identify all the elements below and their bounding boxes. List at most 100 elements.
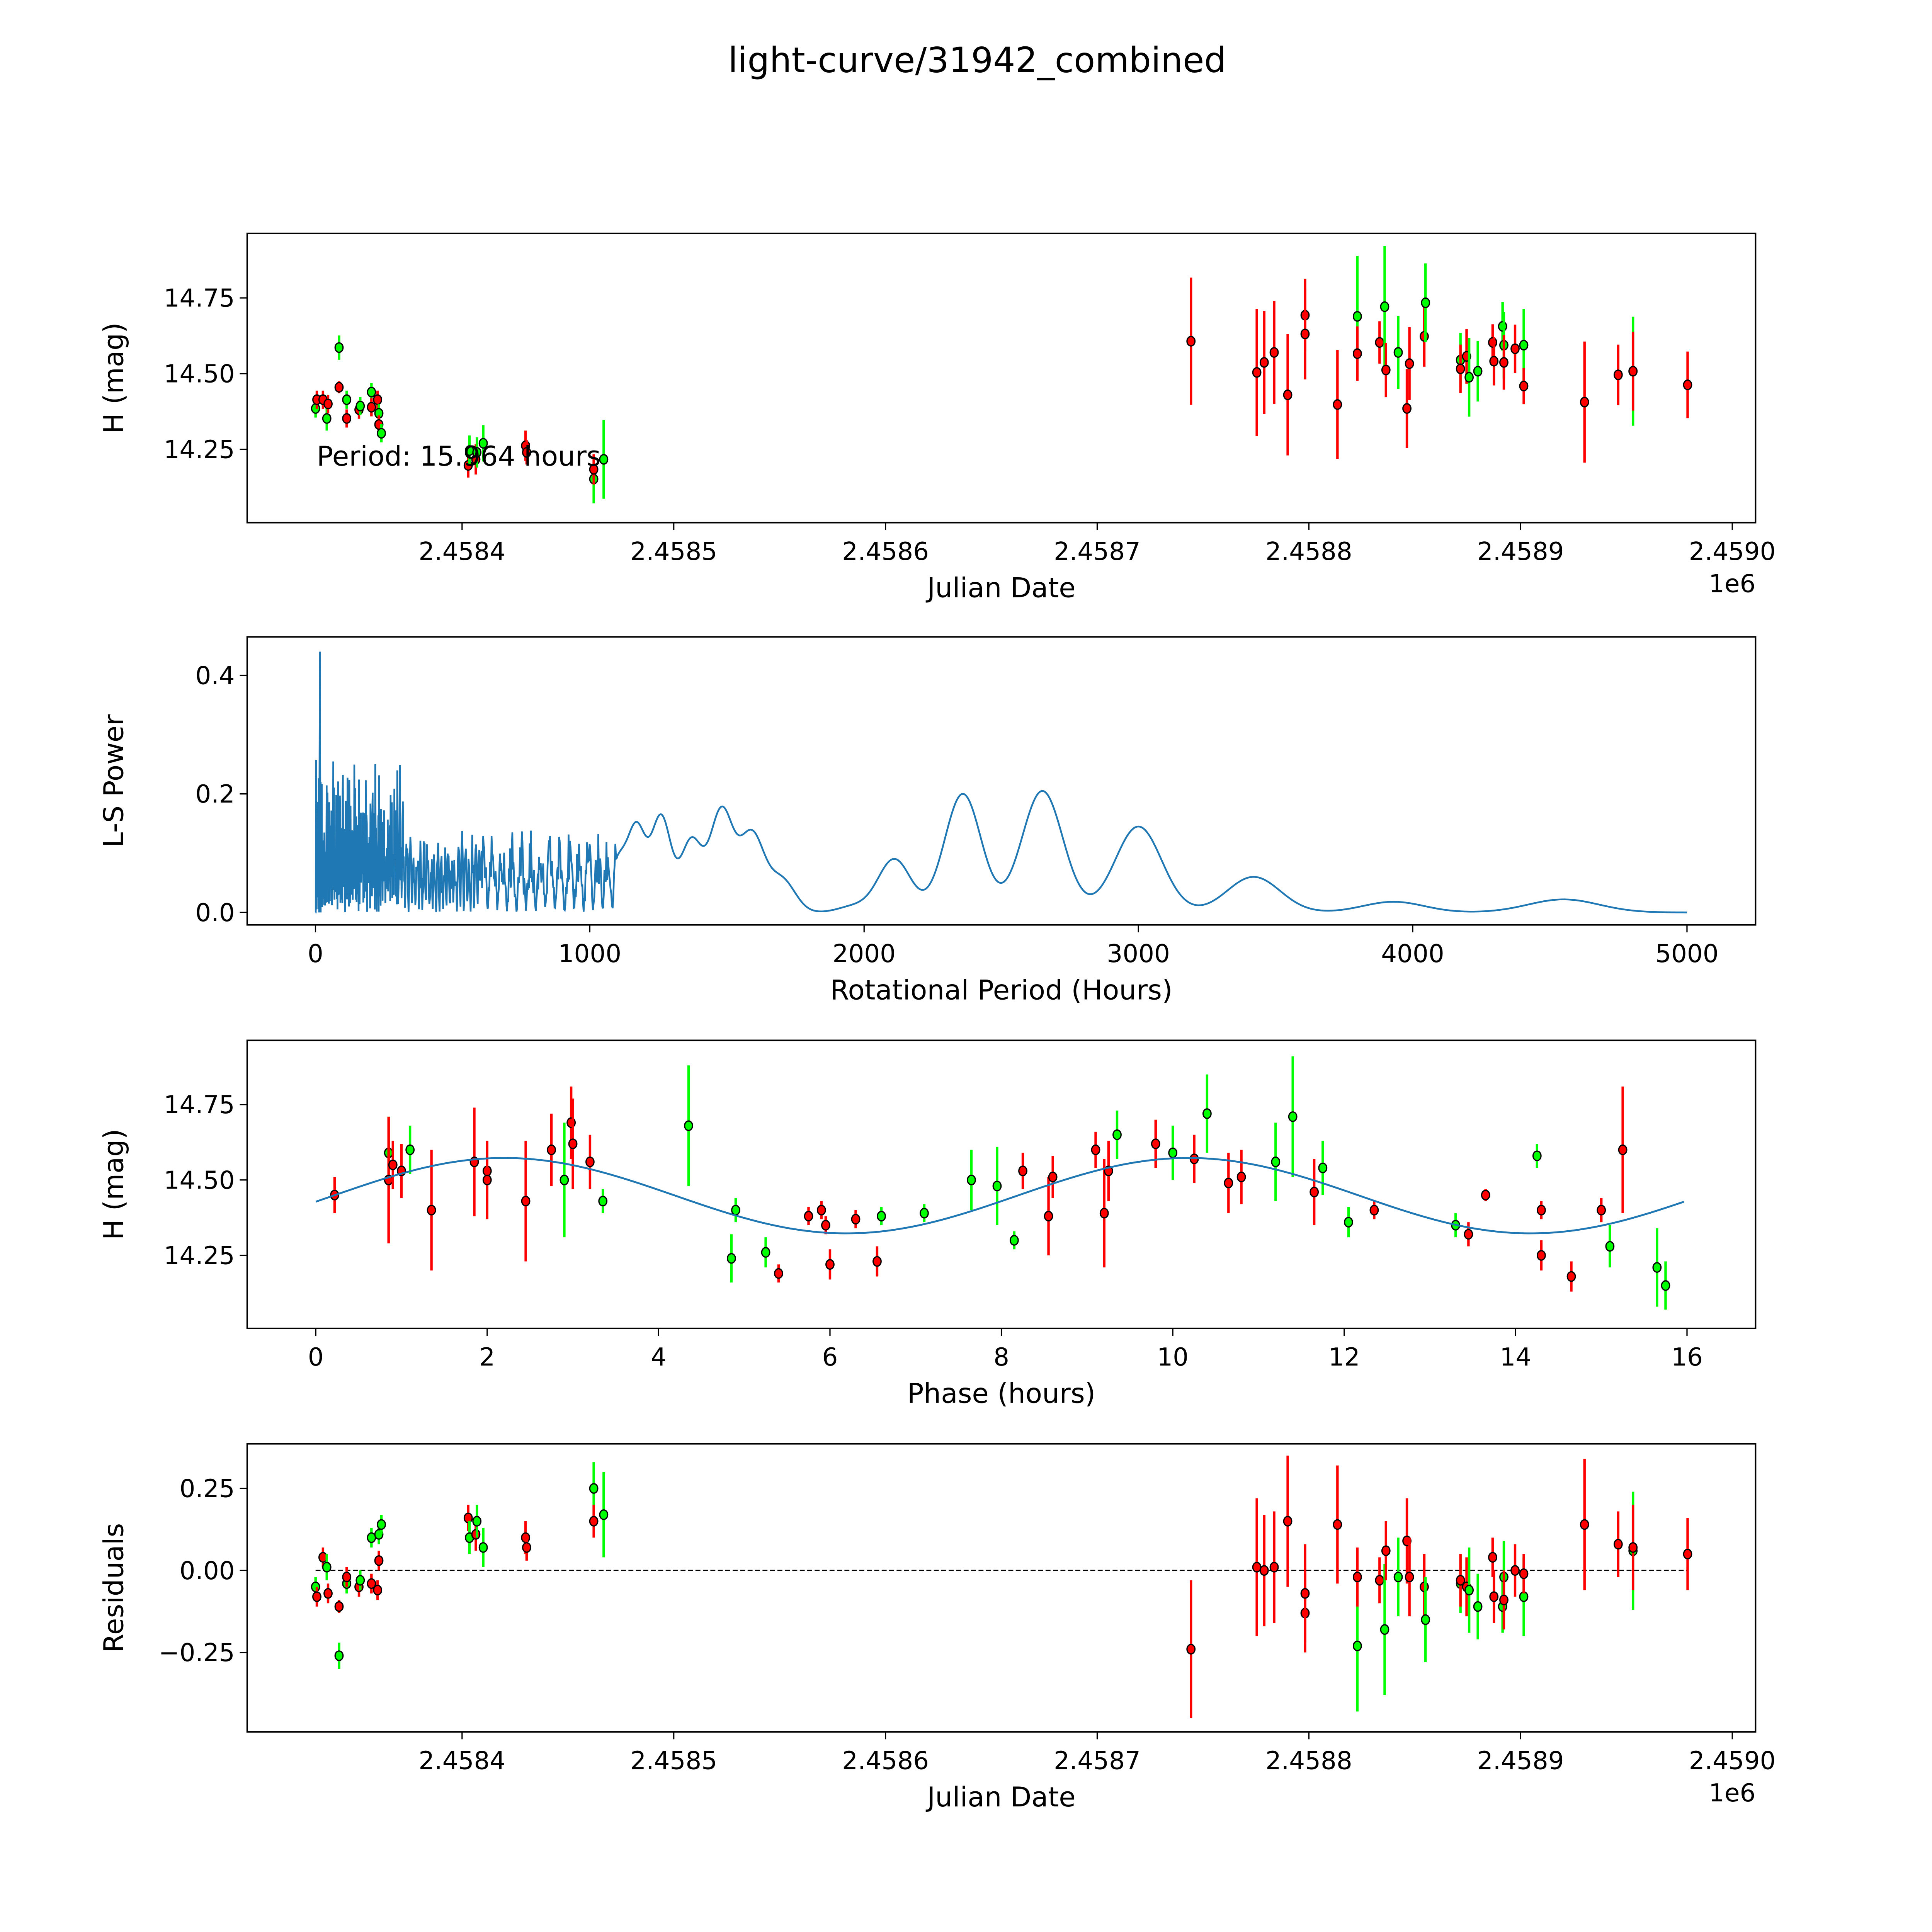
axes-frame	[246, 1039, 1757, 1329]
data-point-red	[1499, 357, 1509, 368]
y-tick-label: 14.75	[164, 284, 235, 313]
data-point-red	[463, 1512, 473, 1524]
data-point-red	[482, 1174, 492, 1185]
x-tick-label: 2.4584	[418, 537, 505, 566]
x-tick-label: 2.4587	[1054, 537, 1141, 566]
data-point-red	[1618, 1144, 1628, 1155]
y-tick-label: 0.00	[180, 1556, 235, 1585]
data-point-green	[478, 438, 488, 449]
x-tick-label: 12	[1328, 1343, 1360, 1372]
data-point-red	[1510, 343, 1520, 354]
data-point-green	[322, 1562, 332, 1573]
figure: light-curve/31942_combined 2.4584 2.4585 2…	[4, 0, 1928, 1924]
data-point-red	[427, 1205, 436, 1216]
data-point-red	[589, 1516, 599, 1527]
data-point-red	[872, 1256, 882, 1267]
x-axis-label: Rotational Period (Hours)	[830, 974, 1173, 1006]
x-tick-label: 2000	[833, 939, 896, 968]
x-tick-label: 3000	[1107, 939, 1170, 968]
data-point-green	[311, 403, 320, 414]
x-tick-label: 2.4586	[842, 537, 929, 566]
data-point-green	[1344, 1217, 1353, 1228]
data-point-green	[599, 454, 609, 465]
y-axis-label: H (mag)	[97, 322, 129, 434]
data-point-red	[1283, 389, 1293, 400]
y-axis-label: H (mag)	[97, 1129, 129, 1240]
data-point-green	[334, 342, 344, 353]
data-point-red	[1456, 1575, 1465, 1586]
data-point-red	[1405, 358, 1414, 369]
y-tick-label: 14.25	[164, 1241, 235, 1270]
data-point-green	[334, 1650, 344, 1661]
x-tick-label: 2.4590	[1689, 537, 1776, 566]
x-tick-label: 4	[651, 1343, 667, 1372]
data-point-green	[1393, 1571, 1403, 1583]
data-point-green	[1009, 1235, 1019, 1246]
y-axis-label: Residuals	[97, 1523, 129, 1653]
data-point-red	[521, 1196, 531, 1207]
y-tick-label: 0.25	[180, 1475, 235, 1503]
data-point-green	[1271, 1156, 1281, 1167]
data-point-red	[1683, 379, 1692, 390]
data-point-red	[1300, 328, 1310, 340]
data-point-green	[1473, 366, 1483, 377]
y-tick-label: 14.75	[164, 1090, 235, 1119]
data-point-red	[367, 1578, 376, 1589]
data-point-red	[1375, 1575, 1384, 1586]
data-point-red	[1269, 347, 1279, 358]
x-axis-label: Julian Date	[925, 571, 1075, 604]
axes-frame	[246, 233, 1757, 524]
y-tick-label: 14.25	[164, 435, 235, 464]
axes-frame	[246, 636, 1757, 926]
data-point-red	[1352, 1571, 1362, 1583]
x-tick-label: 4000	[1381, 939, 1444, 968]
x-tick-label: 2.4586	[842, 1746, 929, 1775]
phased-plot-area	[315, 1056, 1684, 1310]
data-point-red	[1283, 1516, 1293, 1527]
x-tick-label: 0	[308, 1343, 324, 1372]
axes-frame	[246, 1443, 1757, 1733]
data-point-green	[1421, 297, 1430, 308]
data-point-red	[1489, 1591, 1499, 1602]
data-point-green	[598, 1196, 608, 1207]
x-tick-label: 5000	[1655, 939, 1719, 968]
data-point-red	[1099, 1208, 1109, 1219]
model-curve	[315, 1157, 1684, 1235]
residuals-plot-area	[311, 1456, 1692, 1718]
data-point-red	[547, 1144, 556, 1155]
data-point-red	[1186, 1644, 1196, 1655]
data-point-red	[816, 1205, 826, 1216]
data-point-green	[589, 1483, 599, 1494]
data-point-red	[1519, 1568, 1529, 1579]
data-point-green	[992, 1180, 1002, 1192]
data-point-red	[1499, 1594, 1509, 1605]
data-point-green	[367, 1532, 376, 1543]
data-point-green	[311, 1581, 320, 1592]
figure-background	[4, 0, 1928, 1924]
data-point-red	[1369, 1205, 1379, 1216]
x-tick-label: 1000	[558, 939, 622, 968]
data-point-green	[377, 1519, 386, 1530]
data-point-red	[1259, 357, 1269, 368]
x-axis-label: Phase (hours)	[907, 1378, 1095, 1410]
data-point-green	[1380, 301, 1389, 312]
data-point-red	[821, 1220, 830, 1231]
data-point-green	[727, 1253, 736, 1264]
x-offset-label: 1e6	[1709, 570, 1755, 599]
data-point-green	[1288, 1111, 1298, 1122]
residuals-panel: 2.4584 2.4585 2.4586 2.4587 2.4588 2.4589 2.45…	[97, 1443, 1776, 1813]
data-point-red	[1489, 356, 1499, 367]
periodogram-plot-area	[315, 651, 1687, 913]
data-point-red	[1259, 1565, 1269, 1576]
data-point-red	[1488, 337, 1497, 348]
data-point-red	[374, 1555, 384, 1566]
x-tick-label: 2.4587	[1054, 1746, 1141, 1775]
y-tick-label: 0.0	[195, 898, 235, 927]
data-point-red	[1456, 363, 1465, 374]
x-tick-label: 2.4590	[1689, 1746, 1776, 1775]
y-axis-label: L-S Power	[97, 714, 129, 848]
periodogram-panel: 0 1000 2000 3000 4000 5000 0.0 0.2 0.4 Rotational…	[97, 636, 1757, 1006]
data-point-red	[1333, 1519, 1342, 1530]
data-point-red	[1580, 396, 1589, 408]
data-point-red	[522, 447, 531, 458]
